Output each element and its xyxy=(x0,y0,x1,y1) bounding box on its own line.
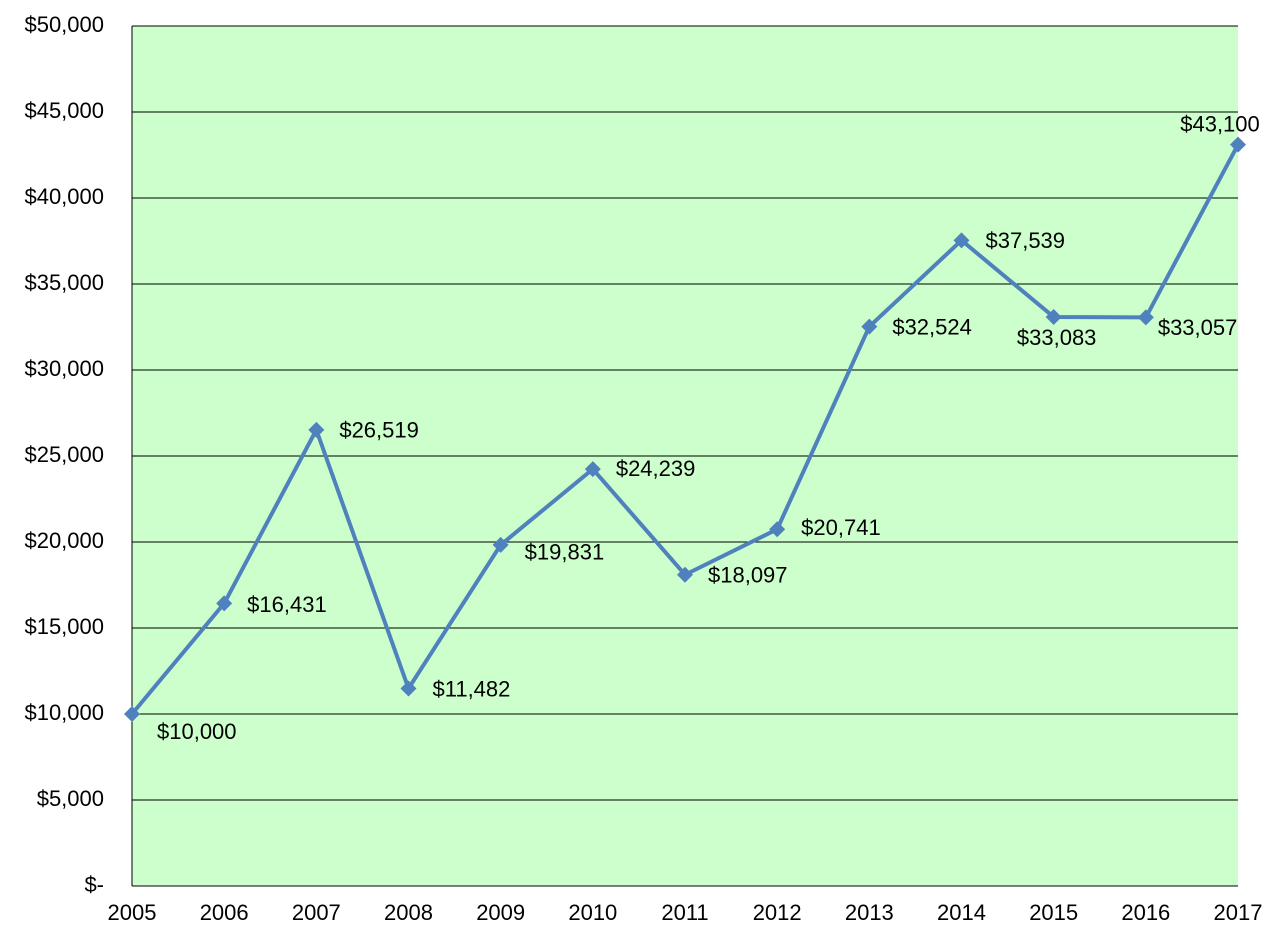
data-label: $33,057 xyxy=(1158,315,1238,340)
data-point xyxy=(584,461,601,478)
data-label: $11,482 xyxy=(433,676,511,701)
x-tick-label: 2015 xyxy=(1029,900,1078,925)
y-tick-label: $5,000 xyxy=(37,786,104,811)
data-label: $26,519 xyxy=(339,418,419,443)
data-point xyxy=(216,595,233,612)
data-label: $18,097 xyxy=(708,563,788,588)
y-tick-label: $10,000 xyxy=(24,700,104,725)
data-point xyxy=(400,680,417,697)
y-tick-label: $30,000 xyxy=(24,356,104,381)
data-label: $37,539 xyxy=(986,228,1066,253)
data-label: $33,083 xyxy=(1017,325,1097,350)
data-point xyxy=(124,706,140,722)
x-tick-label: 2011 xyxy=(661,900,708,925)
data-point xyxy=(677,566,693,583)
y-tick-label: $50,000 xyxy=(24,12,104,37)
x-tick-label: 2017 xyxy=(1214,900,1263,925)
y-tick-label: $15,000 xyxy=(24,614,104,639)
data-label: $10,000 xyxy=(157,719,237,744)
y-tick-label: $40,000 xyxy=(24,184,104,209)
x-tick-label: 2005 xyxy=(108,900,157,925)
data-point xyxy=(1045,308,1062,325)
data-point xyxy=(769,521,786,538)
data-point xyxy=(861,318,878,335)
x-tick-label: 2016 xyxy=(1121,900,1170,925)
y-tick-label: $45,000 xyxy=(24,98,104,123)
data-label: $19,831 xyxy=(525,540,605,565)
y-tick-label: $35,000 xyxy=(24,270,104,295)
y-tick-label: $25,000 xyxy=(24,442,104,467)
data-label: $20,741 xyxy=(801,515,881,540)
x-tick-label: 2008 xyxy=(384,900,433,925)
data-label: $43,100 xyxy=(1180,111,1260,136)
data-point xyxy=(492,536,509,553)
y-tick-label: $20,000 xyxy=(24,528,104,553)
data-label: $32,524 xyxy=(892,314,972,339)
data-label: $16,431 xyxy=(247,592,327,617)
x-tick-label: 2010 xyxy=(568,900,617,925)
data-label: $24,239 xyxy=(616,456,696,481)
data-point xyxy=(1137,309,1154,326)
x-tick-label: 2007 xyxy=(292,900,341,925)
data-point xyxy=(1230,136,1246,153)
y-tick-label: $- xyxy=(84,872,104,897)
data-point xyxy=(953,232,970,249)
x-tick-label: 2012 xyxy=(753,900,802,925)
x-tick-label: 2009 xyxy=(476,900,525,925)
data-point xyxy=(308,421,325,438)
x-tick-label: 2014 xyxy=(937,900,986,925)
x-tick-label: 2013 xyxy=(845,900,894,925)
x-tick-label: 2006 xyxy=(200,900,249,925)
